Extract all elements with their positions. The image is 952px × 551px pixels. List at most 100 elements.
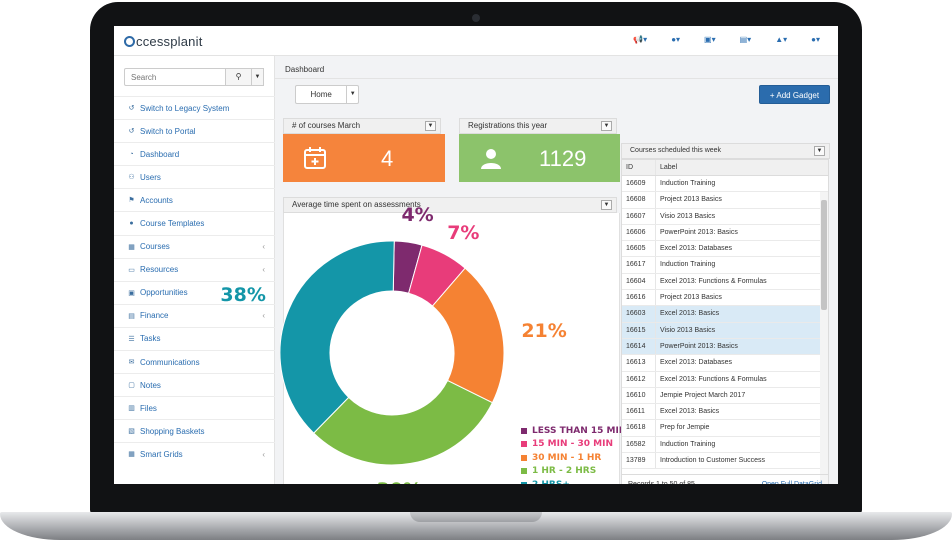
donut-value-label: 21%	[521, 319, 567, 342]
table-row[interactable]: 16613 Excel 2013: Databases	[622, 355, 828, 372]
table-row[interactable]: 16618 Prep for Jempie	[622, 420, 828, 437]
cell-label: Induction Training	[660, 440, 716, 448]
cell-label: Project 2013 Basics	[660, 294, 722, 302]
donut-value-label: 7%	[447, 222, 480, 245]
cell-label: Excel 2013: Databases	[660, 359, 732, 367]
sidebar-item[interactable]: ▥ Files	[114, 396, 275, 419]
table-row[interactable]: 16617 Induction Training	[622, 257, 828, 274]
sidebar-item[interactable]: ↺ Switch to Legacy System	[114, 96, 275, 119]
open-datagrid-link[interactable]: Open Full DataGrid	[762, 475, 822, 484]
table-row[interactable]: 16616 Project 2013 Basics	[622, 290, 828, 307]
briefcase-icon: ▣	[128, 289, 135, 297]
legend-item: LESS THAN 15 MIN	[521, 424, 626, 438]
logo-ring-icon	[124, 36, 135, 47]
table-row[interactable]: 16582 Induction Training	[622, 436, 828, 454]
sidebar-item[interactable]: ▦ Courses ‹	[114, 234, 275, 258]
table-row[interactable]: 13789 Introduction to Customer Success	[622, 453, 828, 470]
table-row[interactable]: 16615 Visio 2013 Basics	[622, 322, 828, 339]
sidebar-item[interactable]: ⚇ Users	[114, 165, 275, 188]
registrations-tile: 1129	[459, 134, 620, 182]
cell-label: Project 2013 Basics	[660, 196, 722, 204]
cell-label: Visio 2013 Basics	[660, 212, 716, 220]
sidebar-item[interactable]: ▦ Smart Grids ‹	[114, 442, 275, 465]
sidebar-item[interactable]: ▣ Opportunities	[114, 280, 275, 304]
donut-legend: LESS THAN 15 MIN 15 MIN - 30 MIN 30 MIN - …	[521, 424, 626, 484]
sidebar-item[interactable]: ☰ Tasks	[114, 326, 275, 350]
cell-label: Induction Training	[660, 261, 716, 269]
scrollbar-thumb[interactable]	[821, 200, 827, 310]
add-gadget-button[interactable]: + Add Gadget	[759, 85, 830, 104]
dashboard-select[interactable]: Home ▼	[295, 85, 359, 104]
donut-slice[interactable]	[280, 240, 395, 434]
top-icon-group: 📢▾ ●▾ ▣▾ ▤▾ ▲▾ ●▾	[633, 35, 820, 44]
cell-id: 16606	[622, 224, 656, 241]
chevron-left-icon: ‹	[262, 242, 265, 252]
cart-icon[interactable]: ▣▾	[704, 35, 716, 44]
table-row[interactable]: 16605 Excel 2013: Databases	[622, 241, 828, 258]
widget-menu-button[interactable]: ▼	[601, 200, 612, 210]
bell-icon[interactable]: ▲▾	[775, 35, 788, 44]
user-icon[interactable]: ●▾	[811, 35, 820, 44]
sidebar-item[interactable]: ● Course Templates	[114, 211, 275, 234]
table-row[interactable]: 16607 Visio 2013 Basics	[622, 208, 828, 225]
sidebar-item[interactable]: ▭ Resources ‹	[114, 257, 275, 281]
records-text: Records 1 to 50 of 85.	[628, 475, 697, 484]
column-header-label[interactable]: Label	[660, 164, 678, 171]
sidebar-item-label: Dashboard	[140, 149, 180, 159]
sidebar-item[interactable]: ✉ Communications	[114, 350, 275, 373]
sidebar-item[interactable]: ▧ Shopping Baskets	[114, 419, 275, 442]
legend-label: 2 HRS+	[532, 480, 570, 484]
sidebar-item-label: Switch to Portal	[140, 126, 196, 136]
table-row[interactable]: 16608 Project 2013 Basics	[622, 192, 828, 209]
sidebar-item[interactable]: ◔ Dashboard	[114, 142, 275, 165]
cell-id: 16617	[622, 257, 656, 273]
registrations-count: 1129	[539, 146, 587, 171]
sidebar-item[interactable]: ▢ Notes	[114, 373, 275, 396]
main-content: Dashboard Home ▼ + Add Gadget # of cours…	[220, 56, 838, 484]
table-row[interactable]: 16610 Jempie Project March 2017	[622, 387, 828, 405]
chevron-left-icon: ‹	[262, 449, 265, 459]
table-row[interactable]: 16609 Induction Training	[622, 176, 828, 193]
widget-menu-button[interactable]: ▼	[814, 146, 825, 156]
sidebar-item-label: Finance	[140, 311, 169, 321]
donut-slice[interactable]	[313, 379, 494, 466]
table-row[interactable]: 16606 PowerPoint 2013: Basics	[622, 224, 828, 242]
sidebar-item[interactable]: ▤ Finance ‹	[114, 303, 275, 327]
table-row[interactable]: 16603 Excel 2013: Basics	[622, 306, 828, 323]
table-scrollbar[interactable]	[820, 192, 828, 484]
chat-icon[interactable]: ●▾	[671, 35, 681, 44]
search-dropdown[interactable]: ▼	[252, 68, 264, 86]
dashboard-icon: ◔	[129, 150, 134, 158]
user-icon	[481, 149, 501, 169]
search-input[interactable]	[124, 68, 226, 86]
cell-id: 16604	[622, 273, 656, 290]
webcam	[472, 14, 480, 22]
widget-menu-button[interactable]: ▼	[425, 121, 436, 131]
chevron-left-icon: ‹	[262, 311, 265, 321]
megaphone-icon[interactable]: 📢▾	[633, 35, 648, 44]
legend-swatch	[521, 454, 527, 461]
grid-icon: ▦	[128, 451, 135, 459]
widget-menu-button[interactable]: ▼	[601, 121, 612, 131]
calendar-icon	[304, 147, 326, 169]
sidebar-item-label: Resources	[140, 265, 179, 275]
money-icon: ▤	[128, 312, 135, 320]
table-row[interactable]: 16614 PowerPoint 2013: Basics	[622, 338, 828, 356]
registrations-tile-header: Registrations this year ▼	[459, 118, 617, 134]
logo[interactable]: ccessplanit	[124, 34, 203, 49]
table-row[interactable]: 16612 Excel 2013: Functions & Formulas	[622, 371, 828, 388]
search-button[interactable]: ⚲	[226, 68, 252, 86]
tasks-icon: ☰	[128, 335, 135, 343]
table-row[interactable]: 16604 Excel 2013: Functions & Formulas	[622, 273, 828, 291]
sidebar-item-label: Opportunities	[140, 288, 188, 298]
donut-value-label: 30%	[376, 479, 421, 484]
legend-swatch	[521, 468, 527, 475]
sidebar-item[interactable]: ⚑ Accounts	[114, 188, 275, 211]
legend-label: 15 MIN - 30 MIN	[532, 439, 613, 450]
sidebar-item-label: Accounts	[140, 195, 173, 205]
monitor-icon[interactable]: ▤▾	[739, 35, 752, 44]
column-header-id[interactable]: ID	[622, 160, 656, 175]
table-row[interactable]: 16611 Excel 2013: Basics	[622, 404, 828, 421]
sidebar-item[interactable]: ↺ Switch to Portal	[114, 119, 275, 142]
note-icon: ▢	[128, 382, 135, 390]
